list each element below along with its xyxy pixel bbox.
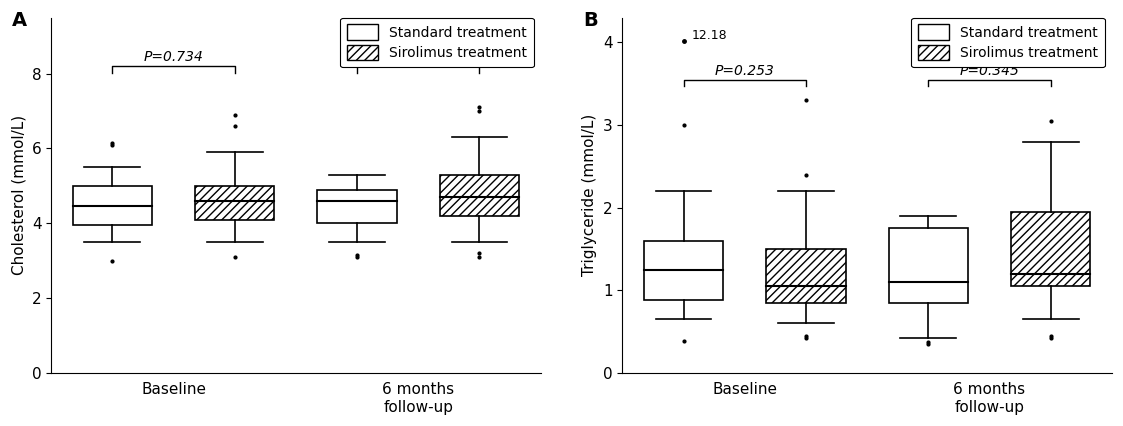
Bar <box>318 190 396 223</box>
Y-axis label: Triglyceride (mmol/L): Triglyceride (mmol/L) <box>583 114 597 276</box>
Bar <box>195 186 274 219</box>
Y-axis label: Cholesterol (mmol/L): Cholesterol (mmol/L) <box>11 115 26 275</box>
Text: P=0.147*: P=0.147* <box>385 51 451 64</box>
Legend: Standard treatment, Sirolimus treatment: Standard treatment, Sirolimus treatment <box>340 17 533 67</box>
Bar <box>1011 212 1090 286</box>
Legend: Standard treatment, Sirolimus treatment: Standard treatment, Sirolimus treatment <box>912 17 1105 67</box>
Bar <box>643 241 723 300</box>
Text: 12.18: 12.18 <box>692 29 728 42</box>
Bar <box>888 228 968 302</box>
Text: B: B <box>583 11 597 29</box>
Text: P=0.253: P=0.253 <box>715 64 775 78</box>
Bar <box>440 175 519 216</box>
Text: P=0.345: P=0.345 <box>959 64 1020 78</box>
Text: A: A <box>12 11 27 29</box>
Bar <box>766 249 846 302</box>
Text: P=0.734: P=0.734 <box>144 51 203 64</box>
Bar <box>73 186 152 225</box>
